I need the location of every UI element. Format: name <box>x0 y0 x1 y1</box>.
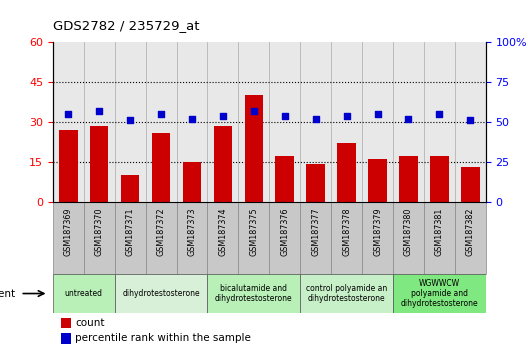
Bar <box>300 274 393 313</box>
Bar <box>430 156 449 201</box>
Text: GSM187379: GSM187379 <box>373 207 382 256</box>
Text: percentile rank within the sample: percentile rank within the sample <box>76 333 251 343</box>
Bar <box>393 201 424 274</box>
Bar <box>183 162 201 201</box>
Text: agent: agent <box>0 289 16 298</box>
Bar <box>238 201 269 274</box>
Point <box>404 116 413 122</box>
Bar <box>461 167 479 201</box>
Text: untreated: untreated <box>65 289 103 298</box>
Text: GSM187378: GSM187378 <box>342 207 351 256</box>
Text: GSM187377: GSM187377 <box>311 207 320 256</box>
Bar <box>244 96 263 201</box>
Bar <box>393 274 486 313</box>
Bar <box>146 201 176 274</box>
Text: GSM187381: GSM187381 <box>435 207 444 256</box>
Bar <box>176 201 208 274</box>
Bar <box>424 201 455 274</box>
Text: GSM187369: GSM187369 <box>64 207 73 256</box>
Point <box>188 116 196 122</box>
Text: GSM187372: GSM187372 <box>156 207 166 256</box>
Point <box>250 108 258 114</box>
Bar <box>59 130 78 201</box>
Bar <box>115 274 208 313</box>
Text: GSM187374: GSM187374 <box>219 207 228 256</box>
Point <box>280 113 289 119</box>
Text: bicalutamide and
dihydrotestosterone: bicalutamide and dihydrotestosterone <box>215 284 293 303</box>
Point <box>466 118 475 123</box>
Bar <box>276 156 294 201</box>
Bar <box>300 201 331 274</box>
Point <box>435 111 444 117</box>
Text: control polyamide an
dihydrotestosterone: control polyamide an dihydrotestosterone <box>306 284 387 303</box>
Text: GSM187380: GSM187380 <box>404 207 413 256</box>
Bar <box>152 133 171 201</box>
Text: dihydrotestosterone: dihydrotestosterone <box>122 289 200 298</box>
Text: GSM187370: GSM187370 <box>95 207 103 256</box>
Point <box>219 113 227 119</box>
Bar <box>115 201 146 274</box>
Bar <box>337 143 356 201</box>
Point <box>64 111 72 117</box>
Bar <box>121 175 139 201</box>
Bar <box>53 274 115 313</box>
Point <box>312 116 320 122</box>
Bar <box>90 126 108 201</box>
Text: GDS2782 / 235729_at: GDS2782 / 235729_at <box>53 19 199 32</box>
Bar <box>61 318 71 328</box>
Bar <box>208 274 300 313</box>
Bar <box>208 201 238 274</box>
Text: GSM187382: GSM187382 <box>466 207 475 256</box>
Text: GSM187371: GSM187371 <box>126 207 135 256</box>
Bar <box>455 201 486 274</box>
Bar <box>214 126 232 201</box>
Point <box>373 111 382 117</box>
Text: GSM187375: GSM187375 <box>249 207 258 256</box>
Bar <box>269 201 300 274</box>
Bar <box>53 201 84 274</box>
Text: GSM187376: GSM187376 <box>280 207 289 256</box>
Bar <box>368 159 387 201</box>
Bar <box>61 333 71 343</box>
Text: WGWWCW
polyamide and
dihydrotestosterone: WGWWCW polyamide and dihydrotestosterone <box>401 279 478 308</box>
Bar <box>331 201 362 274</box>
Bar <box>306 164 325 201</box>
Bar <box>362 201 393 274</box>
Point <box>95 108 103 114</box>
Point <box>126 118 134 123</box>
Bar <box>399 156 418 201</box>
Bar <box>84 201 115 274</box>
Point <box>342 113 351 119</box>
Point <box>157 111 165 117</box>
Text: count: count <box>76 318 105 328</box>
Text: GSM187373: GSM187373 <box>187 207 196 256</box>
